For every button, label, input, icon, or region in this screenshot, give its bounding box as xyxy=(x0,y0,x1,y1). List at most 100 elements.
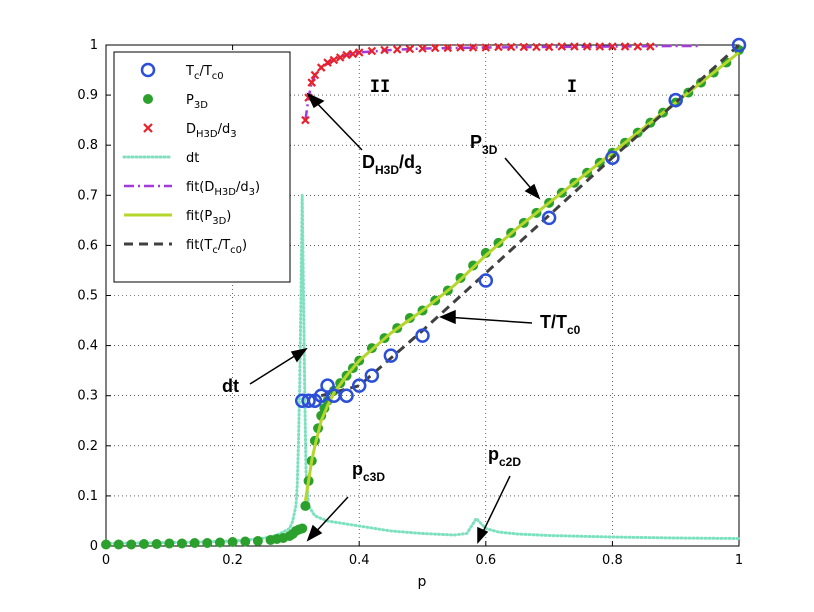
grid-lines xyxy=(106,45,739,546)
series-p3d-point xyxy=(297,523,308,534)
y-tick-label: 0.3 xyxy=(77,389,98,404)
cross-stroke xyxy=(323,58,332,67)
legend-label-fit-p3d: fit(P3D) xyxy=(186,209,231,227)
arrow-p3d-head xyxy=(524,183,541,200)
series-dhd-point xyxy=(405,44,415,54)
series-p3d-point xyxy=(202,537,213,548)
series-dhd-point xyxy=(367,46,377,56)
series-tc-point xyxy=(301,393,316,408)
annotation-ttc: T/Tc0 xyxy=(540,312,581,337)
arrow-ttc xyxy=(445,316,533,324)
series-tc-point xyxy=(364,368,380,383)
series-dhd-point xyxy=(557,42,567,51)
arrow-ttc-head xyxy=(439,309,456,325)
series-tc-point xyxy=(478,273,494,288)
series-p3d-point xyxy=(101,539,111,550)
series-dhd-point xyxy=(430,43,440,53)
series-tc-point xyxy=(351,378,367,393)
series-p3d-point xyxy=(164,538,175,549)
series-tc-point xyxy=(320,378,335,393)
x-tick-label: 0.2 xyxy=(222,553,243,568)
series-tc-point xyxy=(668,92,683,108)
series-dhd-point xyxy=(481,43,491,52)
series-dhd-point xyxy=(595,42,605,51)
y-tick-label: 0.2 xyxy=(77,439,98,454)
cross-stroke xyxy=(367,46,377,56)
region-II-label: II xyxy=(370,77,390,97)
series-p3d-point xyxy=(151,538,162,549)
series-p3d-point xyxy=(214,537,225,548)
series-dhd-point xyxy=(633,42,642,51)
legend: Tc/Tc0 P3D DH3D/d3 dt fit(DH3D/d3) fit(P… xyxy=(113,51,291,283)
cross-stroke xyxy=(143,123,153,133)
cross-stroke xyxy=(582,42,592,51)
series-tc-point xyxy=(383,348,399,363)
annotation-p3d: P3D xyxy=(470,132,498,157)
series-p3d-point xyxy=(176,538,187,549)
series-dhd-point xyxy=(494,42,503,52)
series-dhd-point xyxy=(582,42,592,51)
series-fit-dhd-line xyxy=(304,44,701,121)
y-tick-label: 0.9 xyxy=(77,88,98,103)
y-tick-label: 0.5 xyxy=(77,289,98,304)
series-dhd-point xyxy=(608,42,617,51)
x-tick-label: 0.8 xyxy=(602,553,623,568)
cross-stroke xyxy=(544,42,554,52)
x-tick-label: 1 xyxy=(735,553,743,568)
annotation-pc3d: pc3D xyxy=(352,459,385,484)
series-dhd-point xyxy=(544,42,554,52)
series-p3d-point xyxy=(126,539,137,550)
legend-label-tc: Tc/Tc0 xyxy=(185,64,224,82)
region-I-label: I xyxy=(567,77,577,97)
x-tick-label: 0 xyxy=(102,553,110,568)
series-dhd-point xyxy=(342,50,351,60)
legend-label-dt: dt xyxy=(186,151,199,166)
cross-stroke xyxy=(532,42,541,52)
cross-stroke xyxy=(342,50,351,60)
legend-swatch-dhd xyxy=(143,123,153,133)
cross-stroke xyxy=(468,43,478,52)
legend-label-fit-tc: fit(Tc/Tc0) xyxy=(186,238,247,256)
cross-stroke xyxy=(519,42,529,52)
y-tick-label: 0.4 xyxy=(77,339,98,354)
cross-stroke xyxy=(595,42,605,51)
series-tc-point xyxy=(605,150,620,165)
series-p3d-point xyxy=(138,538,149,549)
legend-swatch-p3d xyxy=(143,94,153,104)
annotation-pc2d: pc2D xyxy=(488,444,521,469)
series-dhd-point xyxy=(323,58,332,67)
series-dhd-point xyxy=(301,115,310,125)
y-tick-label: 0.6 xyxy=(77,238,98,253)
annotation-dhd: DH3D/d3 xyxy=(362,152,422,177)
y-tick-label: 1 xyxy=(90,38,98,53)
series-tc-point xyxy=(339,388,354,403)
series-dhd-point xyxy=(532,42,541,52)
series-dhd-point xyxy=(506,42,516,52)
cross-stroke xyxy=(335,53,345,62)
series-dhd-point xyxy=(570,42,579,51)
series-dhd-point xyxy=(329,55,339,65)
legend-label-p3d: P3D xyxy=(186,93,208,111)
x-tick-label: 0.6 xyxy=(475,553,496,568)
cross-stroke xyxy=(310,70,320,80)
series-p3d-point xyxy=(252,535,263,546)
series-fit-tc-line xyxy=(320,43,741,398)
series-dhd-point xyxy=(468,43,478,52)
series-p3d-point xyxy=(300,500,311,511)
series-dhd-point xyxy=(392,45,402,54)
series-dhd-point xyxy=(307,78,317,87)
series-p3d-point xyxy=(113,539,124,550)
annotation-dt: dt xyxy=(222,376,239,396)
arrow-dt xyxy=(249,351,302,385)
series-dhd-point xyxy=(418,44,427,53)
cross-stroke xyxy=(329,55,339,65)
series-tc-point xyxy=(541,210,557,226)
cross-stroke xyxy=(456,43,465,52)
cross-stroke xyxy=(570,42,579,51)
series-dhd-point xyxy=(519,42,529,52)
series-p3d-point xyxy=(189,537,200,548)
arrow-pc2d-head xyxy=(477,526,489,544)
series-dhd-point xyxy=(348,49,358,59)
cross-stroke xyxy=(430,43,440,53)
y-tick-label: 0.7 xyxy=(77,188,98,203)
